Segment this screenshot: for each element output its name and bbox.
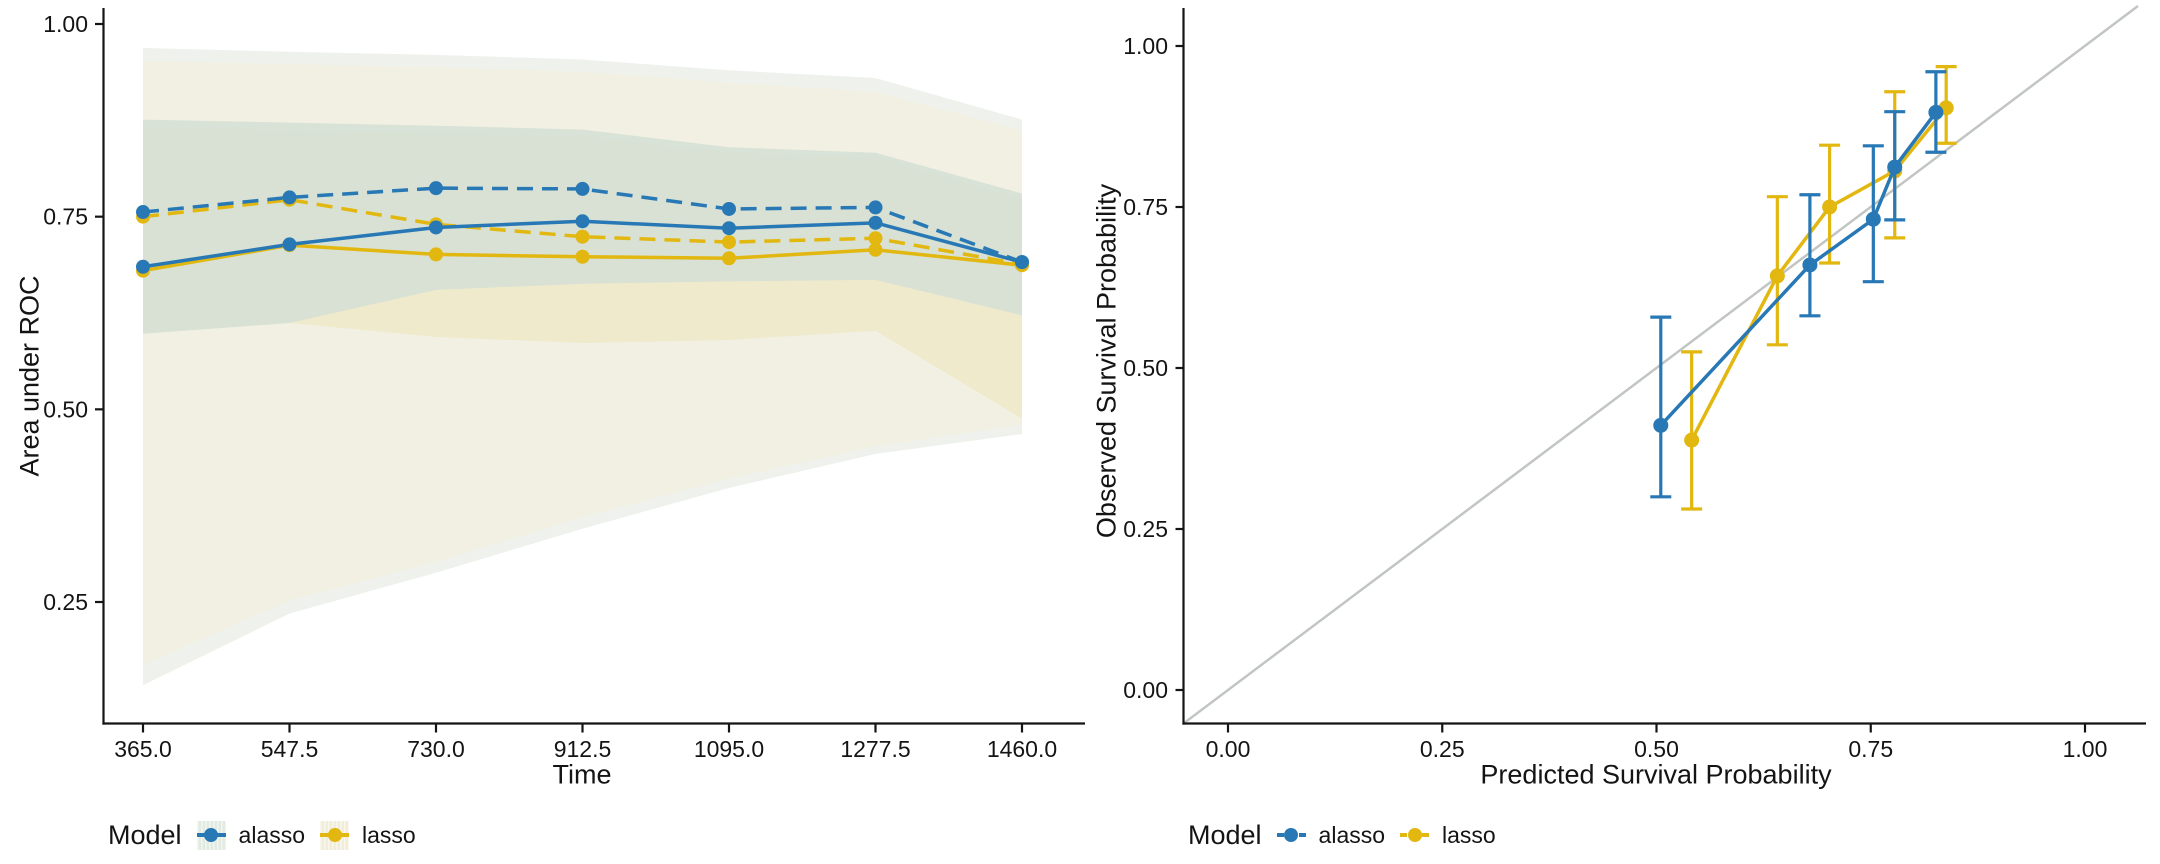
calibration-point-lasso (1684, 432, 1700, 448)
left-x-tick-label: 547.5 (261, 736, 319, 762)
calibration-point-lasso (1822, 199, 1838, 215)
auc-point-alasso (1015, 255, 1029, 270)
calibration-point-alasso (1887, 159, 1903, 175)
right-legend: Model alasso lasso (1188, 818, 1496, 852)
right-y-tick-label: 0.25 (1123, 516, 1168, 542)
left-y-tick-label: 0.50 (43, 396, 88, 422)
left-legend-label-alasso: alasso (238, 821, 306, 848)
left-x-tick-label: 730.0 (407, 736, 465, 762)
calibration-point-lasso (1769, 268, 1785, 284)
auc-point-alasso (136, 259, 150, 274)
right-x-tick-label: 0.25 (1420, 736, 1465, 762)
auc-point-lasso (722, 235, 736, 250)
lasso-ribbon-key-icon (320, 820, 350, 850)
right-y-tick-label: 0.75 (1123, 194, 1168, 220)
alasso-point-icon (204, 828, 219, 842)
right-y-tick-label: 0.00 (1123, 677, 1168, 703)
right-y-axis-title: Observed Survival Probability (1091, 183, 1122, 539)
left-y-axis-title: Area under ROC (14, 275, 45, 477)
right-x-tick-label: 0.00 (1206, 736, 1251, 762)
left-legend-item-lasso: lasso (320, 820, 416, 850)
calibration-point-alasso (1802, 257, 1818, 273)
calibration-point-alasso (1865, 211, 1881, 227)
calibration-line-lasso (1690, 106, 1948, 441)
right-y-tick-label: 1.00 (1123, 33, 1168, 59)
auc-point-lasso (429, 247, 443, 262)
calibration-point-alasso (1653, 417, 1669, 433)
auc-point-alasso (722, 221, 736, 236)
auc-point-lasso (868, 242, 883, 257)
left-legend-title: Model (108, 819, 182, 850)
right-legend-label-lasso: lasso (1442, 821, 1496, 848)
auc-point-alasso (429, 181, 443, 196)
auc-chart: 1.00 0.75 0.50 0.25 365.0 547.5 730.0 912.5 1095… (43, 8, 1085, 762)
left-x-tick-label: 1460.0 (987, 736, 1057, 762)
alasso-point-icon (1284, 828, 1299, 842)
calibration-point-alasso (1928, 104, 1944, 120)
auc-point-alasso (136, 205, 150, 220)
auc-point-alasso (429, 220, 443, 235)
auc-point-alasso (722, 201, 736, 216)
auc-point-lasso (868, 231, 883, 246)
auc-point-lasso (575, 229, 590, 244)
right-x-tick-label: 1.00 (2063, 736, 2108, 762)
right-legend-title: Model (1188, 819, 1262, 850)
left-legend-label-lasso: lasso (362, 821, 416, 848)
right-legend-label-alasso: alasso (1318, 821, 1386, 848)
left-x-tick-label: 365.0 (114, 736, 172, 762)
left-y-tick-label: 1.00 (43, 11, 88, 37)
left-legend-item-alasso: alasso (196, 820, 306, 850)
right-x-tick-label: 0.50 (1634, 736, 1679, 762)
right-legend-item-alasso: alasso (1276, 821, 1386, 850)
auc-point-alasso (868, 200, 883, 215)
calibration-chart: 0.00 0.25 0.50 0.75 1.00 0.00 0.25 0.50 0.75 1.00 (1123, 5, 2146, 762)
left-x-tick-label: 1277.5 (840, 736, 910, 762)
right-legend-item-lasso: lasso (1400, 821, 1496, 850)
left-y-tick-label: 0.75 (43, 204, 88, 230)
left-x-tick-label: 912.5 (554, 736, 612, 762)
auc-point-lasso (575, 249, 590, 264)
lasso-errorbar-key-icon (1400, 821, 1430, 850)
right-x-tick-label: 0.75 (1848, 736, 1893, 762)
left-x-axis-title: Time (552, 759, 612, 790)
right-x-axis-title: Predicted Survival Probability (1480, 759, 1832, 790)
lasso-point-icon (327, 828, 342, 842)
auc-point-alasso (575, 181, 590, 196)
auc-point-lasso (722, 251, 736, 266)
left-legend: Model alasso lasso (108, 818, 416, 852)
auc-point-alasso (282, 190, 297, 205)
auc-point-alasso (282, 237, 297, 252)
auc-point-alasso (575, 214, 590, 229)
alasso-errorbar-key-icon (1276, 821, 1306, 850)
auc-point-alasso (868, 215, 883, 230)
left-x-tick-label: 1095.0 (694, 736, 764, 762)
left-y-tick-label: 0.25 (43, 589, 88, 615)
right-y-tick-label: 0.50 (1123, 355, 1168, 381)
lasso-point-icon (1407, 828, 1422, 842)
alasso-ribbon-key-icon (196, 820, 226, 850)
